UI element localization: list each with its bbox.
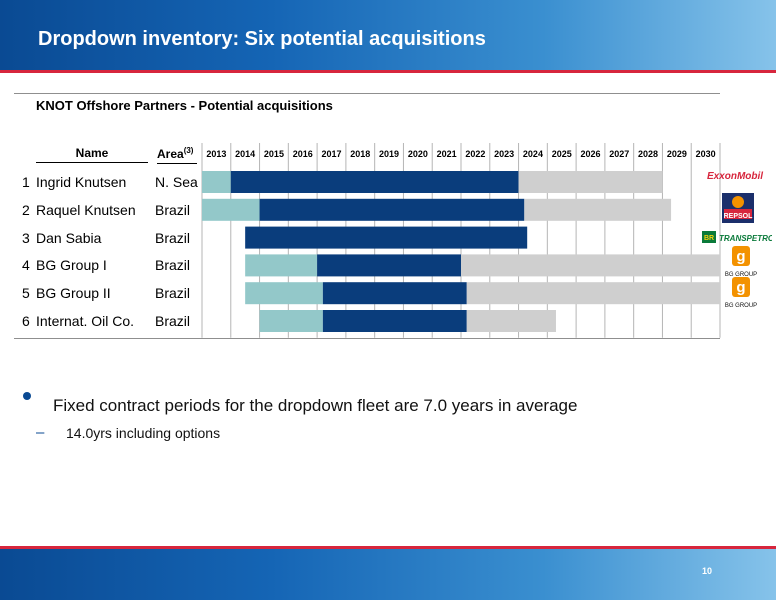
bg-group-wordmark-2: BG GROUP xyxy=(725,303,757,309)
petrobras-mark-text: BR xyxy=(704,235,714,242)
slide-footer xyxy=(0,549,776,600)
year-tick-label: 2014 xyxy=(235,149,255,159)
page-number: 10 xyxy=(701,566,712,576)
row-area: Brazil xyxy=(155,201,191,218)
panel-bottom-rule xyxy=(14,338,720,339)
fixed-contract-bar xyxy=(322,282,467,305)
row-vessel-name: Ingrid Knutsen xyxy=(36,174,127,190)
row-index: 4 xyxy=(22,257,30,274)
year-tick-label: 2019 xyxy=(379,149,399,159)
year-tick-label: 2018 xyxy=(350,149,370,159)
fixed-contract-bar xyxy=(230,171,519,193)
pre-period-bar xyxy=(202,198,260,221)
year-tick-label: 2015 xyxy=(264,149,284,159)
area-footnote: (3) xyxy=(183,146,194,155)
area-column-header: Area(3) xyxy=(157,146,197,164)
year-tick-label: 2027 xyxy=(609,149,629,159)
year-tick-label: 2022 xyxy=(465,149,485,159)
pre-period-bar xyxy=(245,254,318,277)
name-column-header: Name xyxy=(36,146,148,163)
year-tick-label: 2013 xyxy=(206,149,226,159)
row-area: N. Sea xyxy=(155,174,198,190)
panel-top-rule xyxy=(14,93,720,94)
fixed-contract-bar xyxy=(317,254,461,277)
bg-group-wordmark-1: BG GROUP xyxy=(725,272,757,278)
bg-group-mark-letter-2: g xyxy=(736,279,745,296)
bullet-dot xyxy=(23,392,31,400)
header-accent-line xyxy=(0,70,776,73)
pre-period-bar xyxy=(202,171,231,193)
year-tick-label: 2021 xyxy=(437,149,457,159)
year-tick-label: 2017 xyxy=(321,149,341,159)
row-index: 1 xyxy=(22,174,30,190)
row-area: Brazil xyxy=(155,313,191,329)
area-header-label: Area xyxy=(157,147,184,161)
bg-group-logo-1: g BG GROUP xyxy=(725,246,757,278)
petrobras-mark xyxy=(702,231,716,243)
year-tick-label: 2025 xyxy=(552,149,572,159)
repsol-logo: REPSOL xyxy=(722,193,754,223)
pre-period-bar xyxy=(245,282,323,305)
row-area: Brazil xyxy=(155,257,191,274)
repsol-band xyxy=(724,209,752,219)
row-vessel-name: Internat. Oil Co. xyxy=(36,313,135,329)
repsol-sun-mark xyxy=(732,196,744,208)
year-tick-label: 2028 xyxy=(638,149,658,159)
bullet-main-text: Fixed contract periods for the dropdown … xyxy=(53,396,578,415)
sub-bullet-text: 14.0yrs including options xyxy=(66,425,221,441)
slide-header: Dropdown inventory: Six potential acquis… xyxy=(0,0,776,70)
footer-accent-line xyxy=(0,546,776,549)
transpetro-logo: BR TRANSPETRO xyxy=(702,231,772,243)
row-index: 2 xyxy=(22,201,30,218)
row-index: 3 xyxy=(22,229,30,246)
year-tick-label: 2023 xyxy=(494,149,514,159)
bg-group-mark-letter-1: g xyxy=(736,248,745,265)
row-index: 5 xyxy=(22,285,30,302)
fixed-contract-bar xyxy=(259,198,525,221)
repsol-wordmark: REPSOL xyxy=(724,213,754,220)
year-tick-label: 2016 xyxy=(293,149,313,159)
bg-group-mark-2 xyxy=(732,277,750,297)
row-vessel-name: Dan Sabia xyxy=(36,229,102,246)
year-tick-label: 2030 xyxy=(696,149,716,159)
options-bar xyxy=(466,282,720,305)
year-tick-label: 2026 xyxy=(580,149,600,159)
row-index: 6 xyxy=(22,313,30,329)
row-vessel-name: BG Group I xyxy=(36,257,107,274)
exxonmobil-logo: ExxonMobil xyxy=(706,171,764,182)
pre-period-bar xyxy=(259,310,323,332)
bg-group-mark-1 xyxy=(732,246,750,266)
row-area: Brazil xyxy=(155,229,191,246)
transpetro-wordmark: TRANSPETRO xyxy=(719,234,772,243)
fixed-contract-bar xyxy=(245,226,528,249)
sub-bullet-dash: – xyxy=(36,424,45,441)
panel-title: KNOT Offshore Partners - Potential acqui… xyxy=(36,98,333,113)
fixed-contract-bar xyxy=(322,310,467,332)
options-bar xyxy=(461,254,720,277)
options-bar xyxy=(466,310,556,332)
options-bar xyxy=(524,198,672,221)
bg-group-logo-2: g BG GROUP xyxy=(725,277,757,309)
row-vessel-name: BG Group II xyxy=(36,285,111,302)
year-tick-label: 2020 xyxy=(408,149,428,159)
year-tick-label: 2024 xyxy=(523,149,543,159)
row-area: Brazil xyxy=(155,285,191,302)
year-tick-label: 2029 xyxy=(667,149,687,159)
row-vessel-name: Raquel Knutsen xyxy=(36,201,136,218)
slide-title: Dropdown inventory: Six potential acquis… xyxy=(38,28,486,50)
options-bar xyxy=(518,171,663,193)
